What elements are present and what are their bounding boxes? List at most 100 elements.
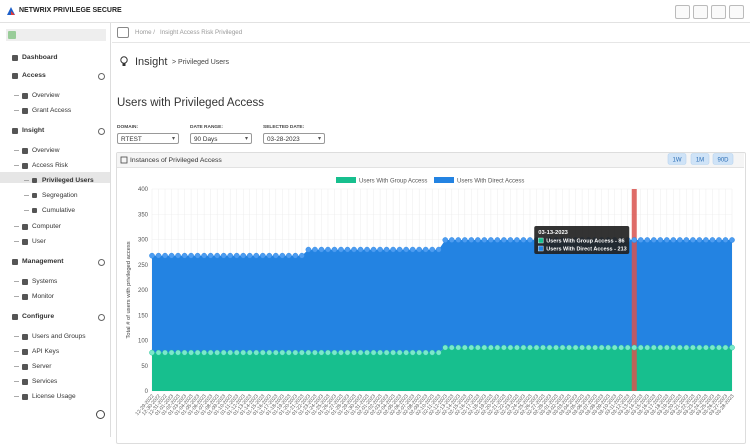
data-point[interactable] xyxy=(664,237,670,243)
data-point[interactable] xyxy=(448,237,455,243)
data-point[interactable] xyxy=(155,252,162,259)
data-point[interactable] xyxy=(168,349,175,356)
data-point[interactable] xyxy=(605,344,611,351)
data-point[interactable] xyxy=(637,237,644,243)
data-point[interactable] xyxy=(305,246,312,253)
data-point[interactable] xyxy=(514,237,520,243)
data-point[interactable] xyxy=(644,237,651,243)
nav-item[interactable]: Access Risk xyxy=(32,162,68,169)
data-point[interactable] xyxy=(194,252,201,259)
data-point[interactable] xyxy=(201,252,207,259)
data-point[interactable] xyxy=(670,344,677,351)
data-point[interactable] xyxy=(370,349,377,356)
data-point[interactable] xyxy=(266,252,273,259)
data-point[interactable] xyxy=(462,344,468,351)
data-point[interactable] xyxy=(481,237,488,243)
data-point[interactable] xyxy=(677,344,683,351)
data-point[interactable] xyxy=(312,349,318,356)
data-point[interactable] xyxy=(233,349,240,356)
data-point[interactable] xyxy=(370,246,377,253)
data-point[interactable] xyxy=(572,344,579,351)
data-point[interactable] xyxy=(318,349,325,356)
data-point[interactable] xyxy=(442,237,449,243)
data-point[interactable] xyxy=(403,349,409,356)
menu-button[interactable] xyxy=(693,5,708,19)
data-point[interactable] xyxy=(377,349,383,356)
data-point[interactable] xyxy=(344,246,351,253)
data-point[interactable] xyxy=(292,252,299,259)
data-point[interactable] xyxy=(240,349,247,356)
nav-item[interactable]: Dashboard xyxy=(22,54,58,61)
data-point[interactable] xyxy=(520,237,527,243)
data-point[interactable] xyxy=(220,252,227,259)
data-point[interactable] xyxy=(690,344,696,351)
data-point[interactable] xyxy=(207,252,214,259)
data-point[interactable] xyxy=(357,349,364,356)
range-button-label[interactable]: 1M xyxy=(696,158,704,164)
data-point[interactable] xyxy=(422,246,429,253)
data-point[interactable] xyxy=(533,344,540,351)
data-point[interactable] xyxy=(279,349,286,356)
filter-select[interactable]: 90 Days ▾ xyxy=(190,133,252,144)
data-point[interactable] xyxy=(729,344,735,351)
expand-button[interactable] xyxy=(711,5,726,19)
data-point[interactable] xyxy=(227,252,234,259)
data-point[interactable] xyxy=(162,252,168,259)
collapse-toggle[interactable] xyxy=(98,314,105,321)
range-button-label[interactable]: 90D xyxy=(717,158,729,164)
data-point[interactable] xyxy=(468,237,475,243)
data-point[interactable] xyxy=(286,252,292,259)
data-point[interactable] xyxy=(168,252,175,259)
data-point[interactable] xyxy=(455,344,462,351)
data-point[interactable] xyxy=(559,344,566,351)
data-point[interactable] xyxy=(325,246,331,253)
data-point[interactable] xyxy=(162,349,168,356)
data-point[interactable] xyxy=(422,349,429,356)
filter-select[interactable]: RTEST ▾ xyxy=(117,133,179,144)
data-point[interactable] xyxy=(683,344,690,351)
data-point[interactable] xyxy=(709,344,716,351)
data-point[interactable] xyxy=(175,252,181,259)
nav-item[interactable]: Services xyxy=(32,378,58,385)
nav-item[interactable]: Users and Groups xyxy=(32,333,86,340)
data-point[interactable] xyxy=(657,237,664,243)
data-point[interactable] xyxy=(703,344,709,351)
nav-item[interactable]: Segregation xyxy=(42,192,78,199)
data-point[interactable] xyxy=(435,246,442,253)
data-point[interactable] xyxy=(351,246,357,253)
data-point[interactable] xyxy=(579,344,585,351)
data-point[interactable] xyxy=(344,349,351,356)
data-point[interactable] xyxy=(598,344,605,351)
data-point[interactable] xyxy=(364,349,370,356)
data-point[interactable] xyxy=(709,237,716,243)
data-point[interactable] xyxy=(325,349,331,356)
nav-item[interactable]: Computer xyxy=(32,223,61,230)
collapse-toggle[interactable] xyxy=(98,259,105,266)
data-point[interactable] xyxy=(188,349,194,356)
data-point[interactable] xyxy=(650,344,657,351)
nav-item[interactable]: Management xyxy=(22,258,64,265)
data-point[interactable] xyxy=(488,237,494,243)
data-point[interactable] xyxy=(644,344,651,351)
data-point[interactable] xyxy=(240,252,247,259)
nav-item[interactable]: Monitor xyxy=(32,293,54,300)
data-point[interactable] xyxy=(618,344,625,351)
data-point[interactable] xyxy=(312,246,318,253)
settings-button[interactable] xyxy=(729,5,744,19)
data-point[interactable] xyxy=(507,237,514,243)
data-point[interactable] xyxy=(273,252,279,259)
data-point[interactable] xyxy=(149,252,155,259)
data-point[interactable] xyxy=(657,344,664,351)
data-point[interactable] xyxy=(429,349,436,356)
collapse-toggle[interactable] xyxy=(98,73,105,80)
data-point[interactable] xyxy=(488,344,494,351)
nav-item[interactable]: Server xyxy=(32,363,52,370)
data-point[interactable] xyxy=(475,344,481,351)
data-point[interactable] xyxy=(553,344,559,351)
data-point[interactable] xyxy=(416,246,422,253)
data-point[interactable] xyxy=(475,237,481,243)
data-point[interactable] xyxy=(266,349,273,356)
data-point[interactable] xyxy=(246,252,253,259)
data-point[interactable] xyxy=(214,252,220,259)
data-point[interactable] xyxy=(286,349,292,356)
